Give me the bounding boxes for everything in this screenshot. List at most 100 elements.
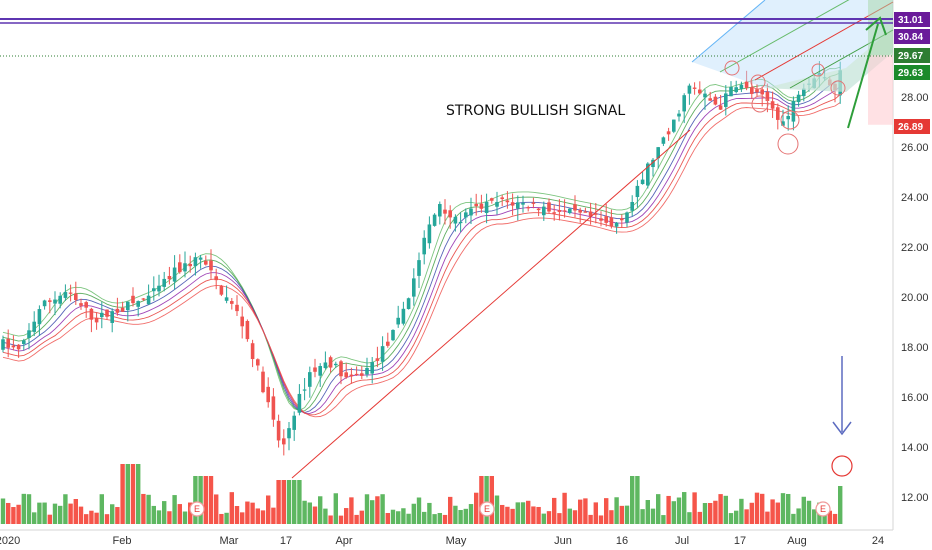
volume-bar <box>141 493 146 524</box>
volume-bar <box>167 511 172 524</box>
volume-bar <box>380 494 385 524</box>
volume-bar <box>526 500 531 524</box>
volume-bar <box>666 495 671 524</box>
candle-body <box>526 207 530 209</box>
volume-bar <box>838 486 843 524</box>
volume-bar <box>333 493 338 524</box>
volume-bar <box>692 492 697 524</box>
x-tick-label: Jul <box>675 535 689 547</box>
y-tick-label: 16.00 <box>901 392 929 404</box>
candle-body <box>365 367 369 375</box>
volume-bar <box>245 501 250 524</box>
candle-body <box>230 301 234 304</box>
volume-bar <box>318 496 323 524</box>
candle-body <box>692 87 697 89</box>
candle-body <box>542 206 546 216</box>
volume-bar <box>442 514 448 524</box>
volume-bar <box>58 505 63 524</box>
candle-body <box>339 361 343 377</box>
volume-bar <box>567 508 572 524</box>
volume-bar <box>286 480 292 524</box>
price-tag <box>894 119 930 134</box>
volume-bar <box>656 494 661 524</box>
pattern-circle <box>811 63 825 77</box>
volume-bar <box>271 507 276 524</box>
volume-bar <box>401 508 406 524</box>
candle-body <box>126 301 130 311</box>
candle-body <box>729 86 733 97</box>
volume-bar <box>650 508 656 524</box>
candle-body <box>308 372 312 387</box>
pitchfork-mid-zone <box>765 28 893 92</box>
candle-body <box>568 208 572 214</box>
ma-ribbon-line <box>2 94 841 416</box>
candle-body <box>323 362 328 369</box>
candle-body <box>432 214 437 226</box>
volume-bar <box>723 495 728 524</box>
x-tick-label: Aug <box>787 535 807 547</box>
price-tag <box>894 12 930 27</box>
candle-body <box>219 285 224 295</box>
volume-bar <box>328 515 333 524</box>
volume-bar <box>364 494 370 524</box>
volume-bar <box>234 506 240 524</box>
x-tick-label: 16 <box>616 535 628 547</box>
candle-body <box>136 301 140 307</box>
candle-body <box>354 373 359 376</box>
volume-bar <box>588 514 593 524</box>
volume-bar <box>515 502 520 524</box>
ma-ribbon-line <box>2 102 841 418</box>
candle-body <box>193 257 198 267</box>
pattern-circle <box>750 74 766 90</box>
candle-body <box>391 329 395 341</box>
y-tick-label: 26.00 <box>901 142 929 154</box>
candle-body <box>578 210 582 213</box>
candle-body <box>760 89 764 95</box>
candle-body <box>516 202 520 209</box>
volume-bar <box>583 498 588 524</box>
volume-bar <box>624 505 630 524</box>
volume-bar <box>32 512 37 524</box>
volume-bar <box>557 513 562 524</box>
candle-body <box>614 222 619 227</box>
candle-body <box>495 201 499 207</box>
candle-body <box>500 197 504 200</box>
candle-body <box>172 267 177 282</box>
volume-bar <box>115 507 120 524</box>
candle-body <box>256 359 260 366</box>
earnings-label: E <box>194 504 200 514</box>
volume-bar <box>312 506 318 524</box>
volume-bar <box>281 480 286 524</box>
volume-bar <box>806 500 812 524</box>
candle-body <box>583 211 588 213</box>
volume-bar <box>208 476 214 524</box>
candle-body <box>271 396 276 420</box>
price-tag-label: 30.84 <box>898 32 923 43</box>
volume-bar <box>734 510 739 524</box>
volume-bar <box>593 502 598 524</box>
volume-bar <box>604 498 609 524</box>
volume-bar <box>676 497 682 524</box>
volume-bar <box>832 513 838 524</box>
volume-bar <box>458 510 463 524</box>
candle-body <box>531 202 536 204</box>
candle-body <box>765 91 770 101</box>
volume-bar <box>780 493 786 524</box>
volume-bar <box>739 498 744 524</box>
volume-bar <box>713 500 718 524</box>
volume-bar <box>323 508 328 524</box>
candle-body <box>744 81 749 88</box>
volume-bar <box>37 502 42 524</box>
volume-bar <box>697 511 702 524</box>
volume-bar <box>479 476 484 524</box>
volume-bar <box>427 502 432 524</box>
candle-body <box>458 221 463 224</box>
bullish-arrow <box>847 23 879 129</box>
y-tick-label: 28.00 <box>901 92 929 104</box>
candle-body <box>464 212 468 218</box>
volume-bar <box>536 506 541 524</box>
volume-bar <box>500 504 505 524</box>
candle-body <box>713 96 718 105</box>
volume-bar <box>63 494 68 524</box>
